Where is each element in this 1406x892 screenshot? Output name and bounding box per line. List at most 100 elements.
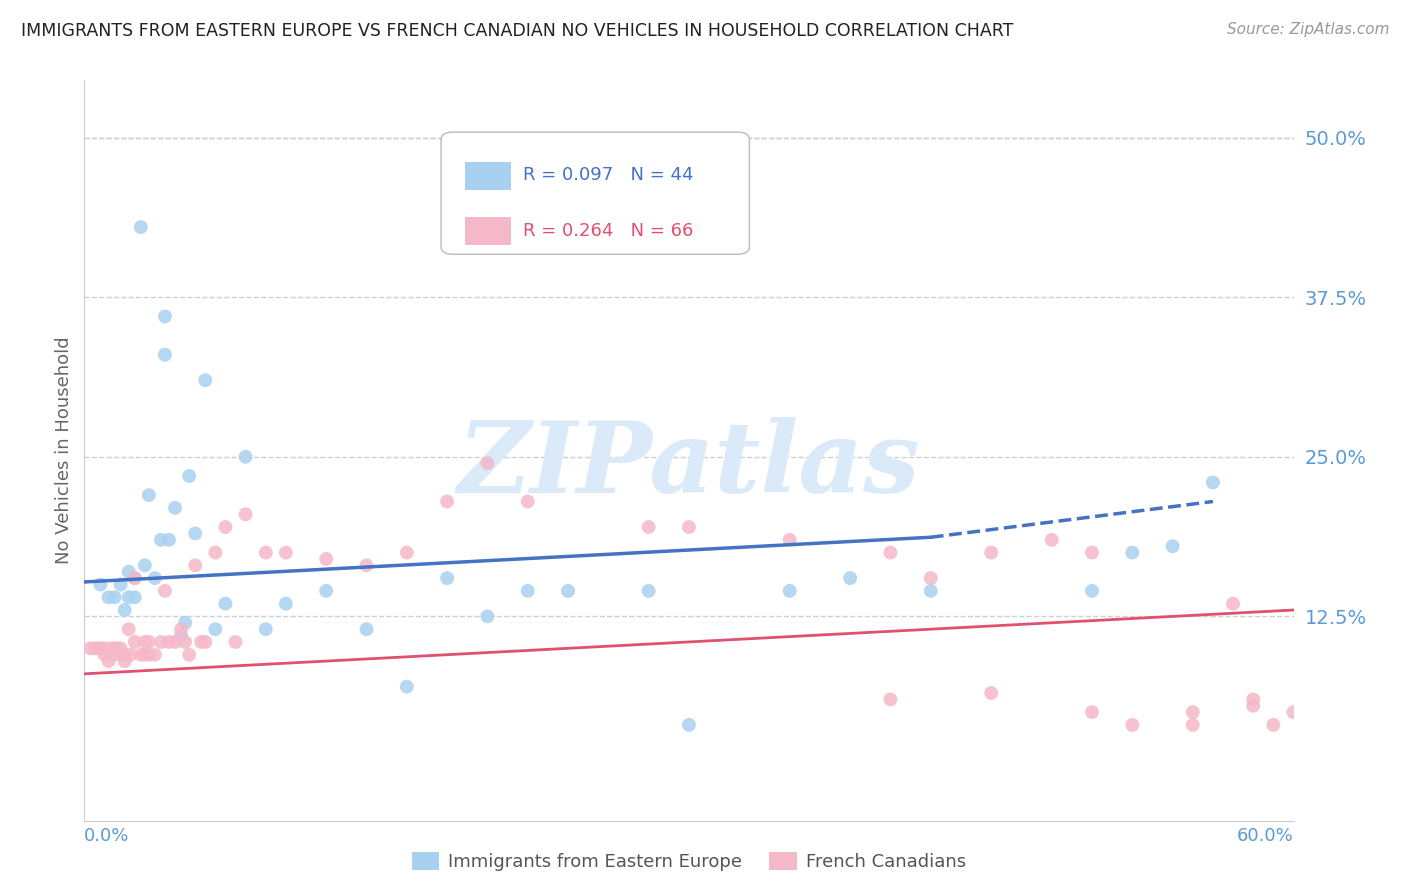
- Point: [1263, 718, 1285, 732]
- Point: [170, 622, 193, 636]
- Point: [157, 635, 180, 649]
- Point: [637, 583, 659, 598]
- Point: [93, 648, 115, 662]
- Point: [779, 583, 801, 598]
- Point: [637, 520, 659, 534]
- Text: 0.0%: 0.0%: [84, 827, 129, 845]
- Point: [254, 545, 277, 559]
- Point: [114, 648, 136, 662]
- Text: R = 0.264   N = 66: R = 0.264 N = 66: [523, 221, 693, 240]
- Point: [190, 635, 212, 649]
- Point: [356, 558, 378, 573]
- Point: [839, 571, 862, 585]
- Legend: Immigrants from Eastern Europe, French Canadians: Immigrants from Eastern Europe, French C…: [405, 845, 973, 879]
- Point: [315, 583, 337, 598]
- Point: [214, 520, 236, 534]
- Point: [194, 635, 217, 649]
- Point: [129, 648, 152, 662]
- Point: [980, 686, 1002, 700]
- Point: [436, 494, 458, 508]
- Point: [124, 635, 146, 649]
- Point: [235, 508, 257, 522]
- Point: [97, 654, 120, 668]
- Point: [274, 545, 297, 559]
- Point: [274, 597, 297, 611]
- Point: [1181, 718, 1204, 732]
- Point: [97, 591, 120, 605]
- Point: [104, 641, 127, 656]
- Point: [204, 545, 226, 559]
- Point: [134, 648, 156, 662]
- FancyBboxPatch shape: [465, 218, 512, 245]
- Point: [179, 648, 201, 662]
- Point: [225, 635, 247, 649]
- FancyBboxPatch shape: [441, 132, 749, 254]
- Point: [1040, 533, 1063, 547]
- Point: [1241, 692, 1264, 706]
- Point: [174, 635, 197, 649]
- Point: [980, 545, 1002, 559]
- Point: [104, 648, 127, 662]
- Point: [184, 558, 207, 573]
- Point: [165, 500, 187, 515]
- Point: [516, 583, 538, 598]
- Point: [138, 648, 160, 662]
- Point: [143, 648, 166, 662]
- Point: [1181, 705, 1204, 719]
- Point: [138, 488, 160, 502]
- Point: [100, 641, 122, 656]
- Point: [149, 533, 172, 547]
- Point: [678, 520, 700, 534]
- Point: [920, 571, 942, 585]
- FancyBboxPatch shape: [465, 161, 512, 190]
- Point: [184, 526, 207, 541]
- Point: [516, 494, 538, 508]
- Point: [138, 635, 160, 649]
- Text: Source: ZipAtlas.com: Source: ZipAtlas.com: [1226, 22, 1389, 37]
- Point: [89, 641, 111, 656]
- Point: [1081, 705, 1104, 719]
- Point: [153, 583, 176, 598]
- Point: [114, 654, 136, 668]
- Point: [1282, 705, 1305, 719]
- Point: [204, 622, 226, 636]
- Point: [134, 635, 156, 649]
- Text: R = 0.097   N = 44: R = 0.097 N = 44: [523, 166, 693, 184]
- Point: [779, 533, 801, 547]
- Point: [1202, 475, 1225, 490]
- Point: [114, 603, 136, 617]
- Point: [157, 533, 180, 547]
- Point: [315, 552, 337, 566]
- Point: [1081, 583, 1104, 598]
- Point: [124, 591, 146, 605]
- Point: [477, 609, 499, 624]
- Point: [194, 373, 217, 387]
- Point: [395, 680, 418, 694]
- Text: ZIPatlas: ZIPatlas: [458, 417, 920, 514]
- Point: [879, 545, 901, 559]
- Text: 60.0%: 60.0%: [1237, 827, 1294, 845]
- Y-axis label: No Vehicles in Household: No Vehicles in Household: [55, 336, 73, 565]
- Point: [1222, 597, 1244, 611]
- Point: [879, 692, 901, 706]
- Point: [110, 577, 132, 591]
- Point: [1241, 698, 1264, 713]
- Point: [477, 456, 499, 470]
- Point: [1161, 539, 1184, 553]
- Point: [143, 571, 166, 585]
- Point: [254, 622, 277, 636]
- Point: [124, 571, 146, 585]
- Point: [1121, 718, 1143, 732]
- Point: [110, 648, 132, 662]
- Point: [153, 348, 176, 362]
- Point: [129, 220, 152, 235]
- Point: [1081, 545, 1104, 559]
- Point: [118, 622, 141, 636]
- Point: [79, 641, 101, 656]
- Point: [83, 641, 105, 656]
- Point: [165, 635, 187, 649]
- Point: [110, 641, 132, 656]
- Point: [124, 571, 146, 585]
- Point: [920, 583, 942, 598]
- Point: [436, 571, 458, 585]
